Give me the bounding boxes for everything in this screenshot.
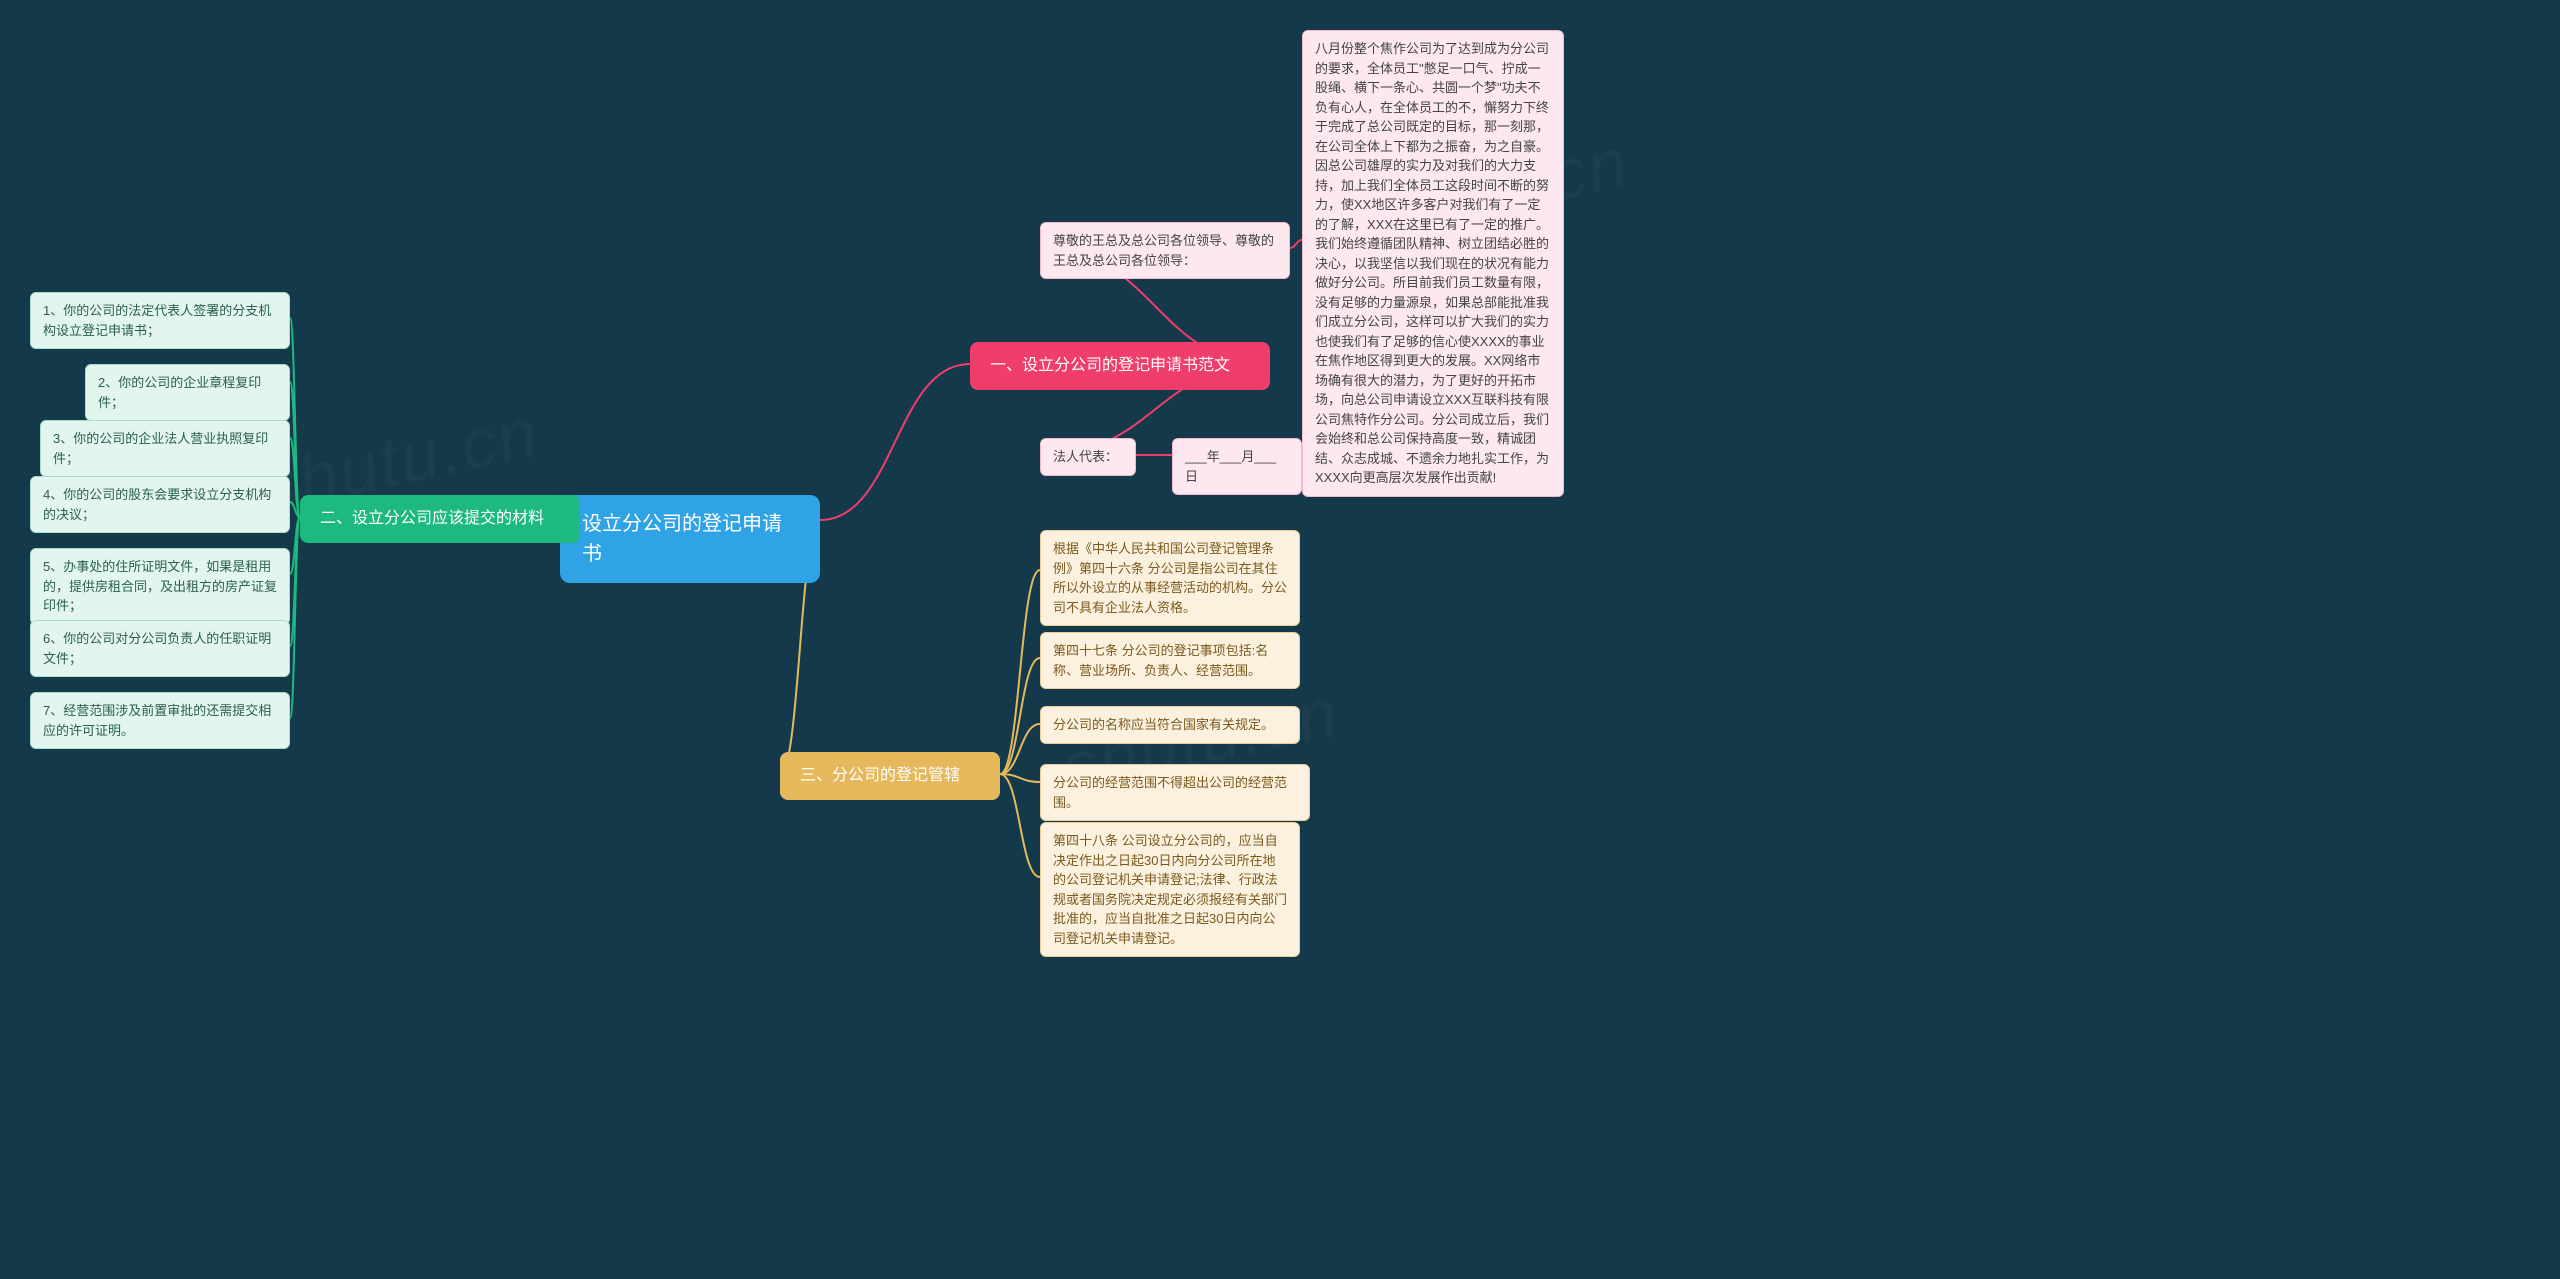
leaf-node: 法人代表：	[1040, 438, 1136, 476]
leaf-node: 2、你的公司的企业章程复印件；	[85, 364, 290, 421]
leaf-node: 4、你的公司的股东会要求设立分支机构的决议；	[30, 476, 290, 533]
leaf-node: 6、你的公司对分公司负责人的任职证明文件；	[30, 620, 290, 677]
leaf-node: 根据《中华人民共和国公司登记管理条例》第四十六条 分公司是指公司在其住所以外设立…	[1040, 530, 1300, 626]
leaf-node: 3、你的公司的企业法人营业执照复印件；	[40, 420, 290, 477]
leaf-node: ___年___月___日	[1172, 438, 1302, 495]
branch-node: 二、设立分公司应该提交的材料	[300, 495, 580, 543]
branch-node: 一、设立分公司的登记申请书范文	[970, 342, 1270, 390]
leaf-node: 分公司的经营范围不得超出公司的经营范围。	[1040, 764, 1310, 821]
leaf-node: 尊敬的王总及总公司各位领导、尊敬的王总及总公司各位领导：	[1040, 222, 1290, 279]
leaf-node: 第四十八条 公司设立分公司的，应当自决定作出之日起30日内向分公司所在地的公司登…	[1040, 822, 1300, 957]
leaf-node: 第四十七条 分公司的登记事项包括:名称、营业场所、负责人、经营范围。	[1040, 632, 1300, 689]
branch-node: 三、分公司的登记管辖	[780, 752, 1000, 800]
leaf-node: 分公司的名称应当符合国家有关规定。	[1040, 706, 1300, 744]
root-node: 设立分公司的登记申请书	[560, 495, 820, 583]
leaf-node: 5、办事处的住所证明文件，如果是租用的，提供房租合同，及出租方的房产证复印件；	[30, 548, 290, 625]
leaf-node: 7、经营范围涉及前置审批的还需提交相应的许可证明。	[30, 692, 290, 749]
leaf-node: 1、你的公司的法定代表人签署的分支机构设立登记申请书；	[30, 292, 290, 349]
leaf-node: 八月份整个焦作公司为了达到成为分公司的要求，全体员工"憋足一口气、拧成一股绳、横…	[1302, 30, 1564, 497]
